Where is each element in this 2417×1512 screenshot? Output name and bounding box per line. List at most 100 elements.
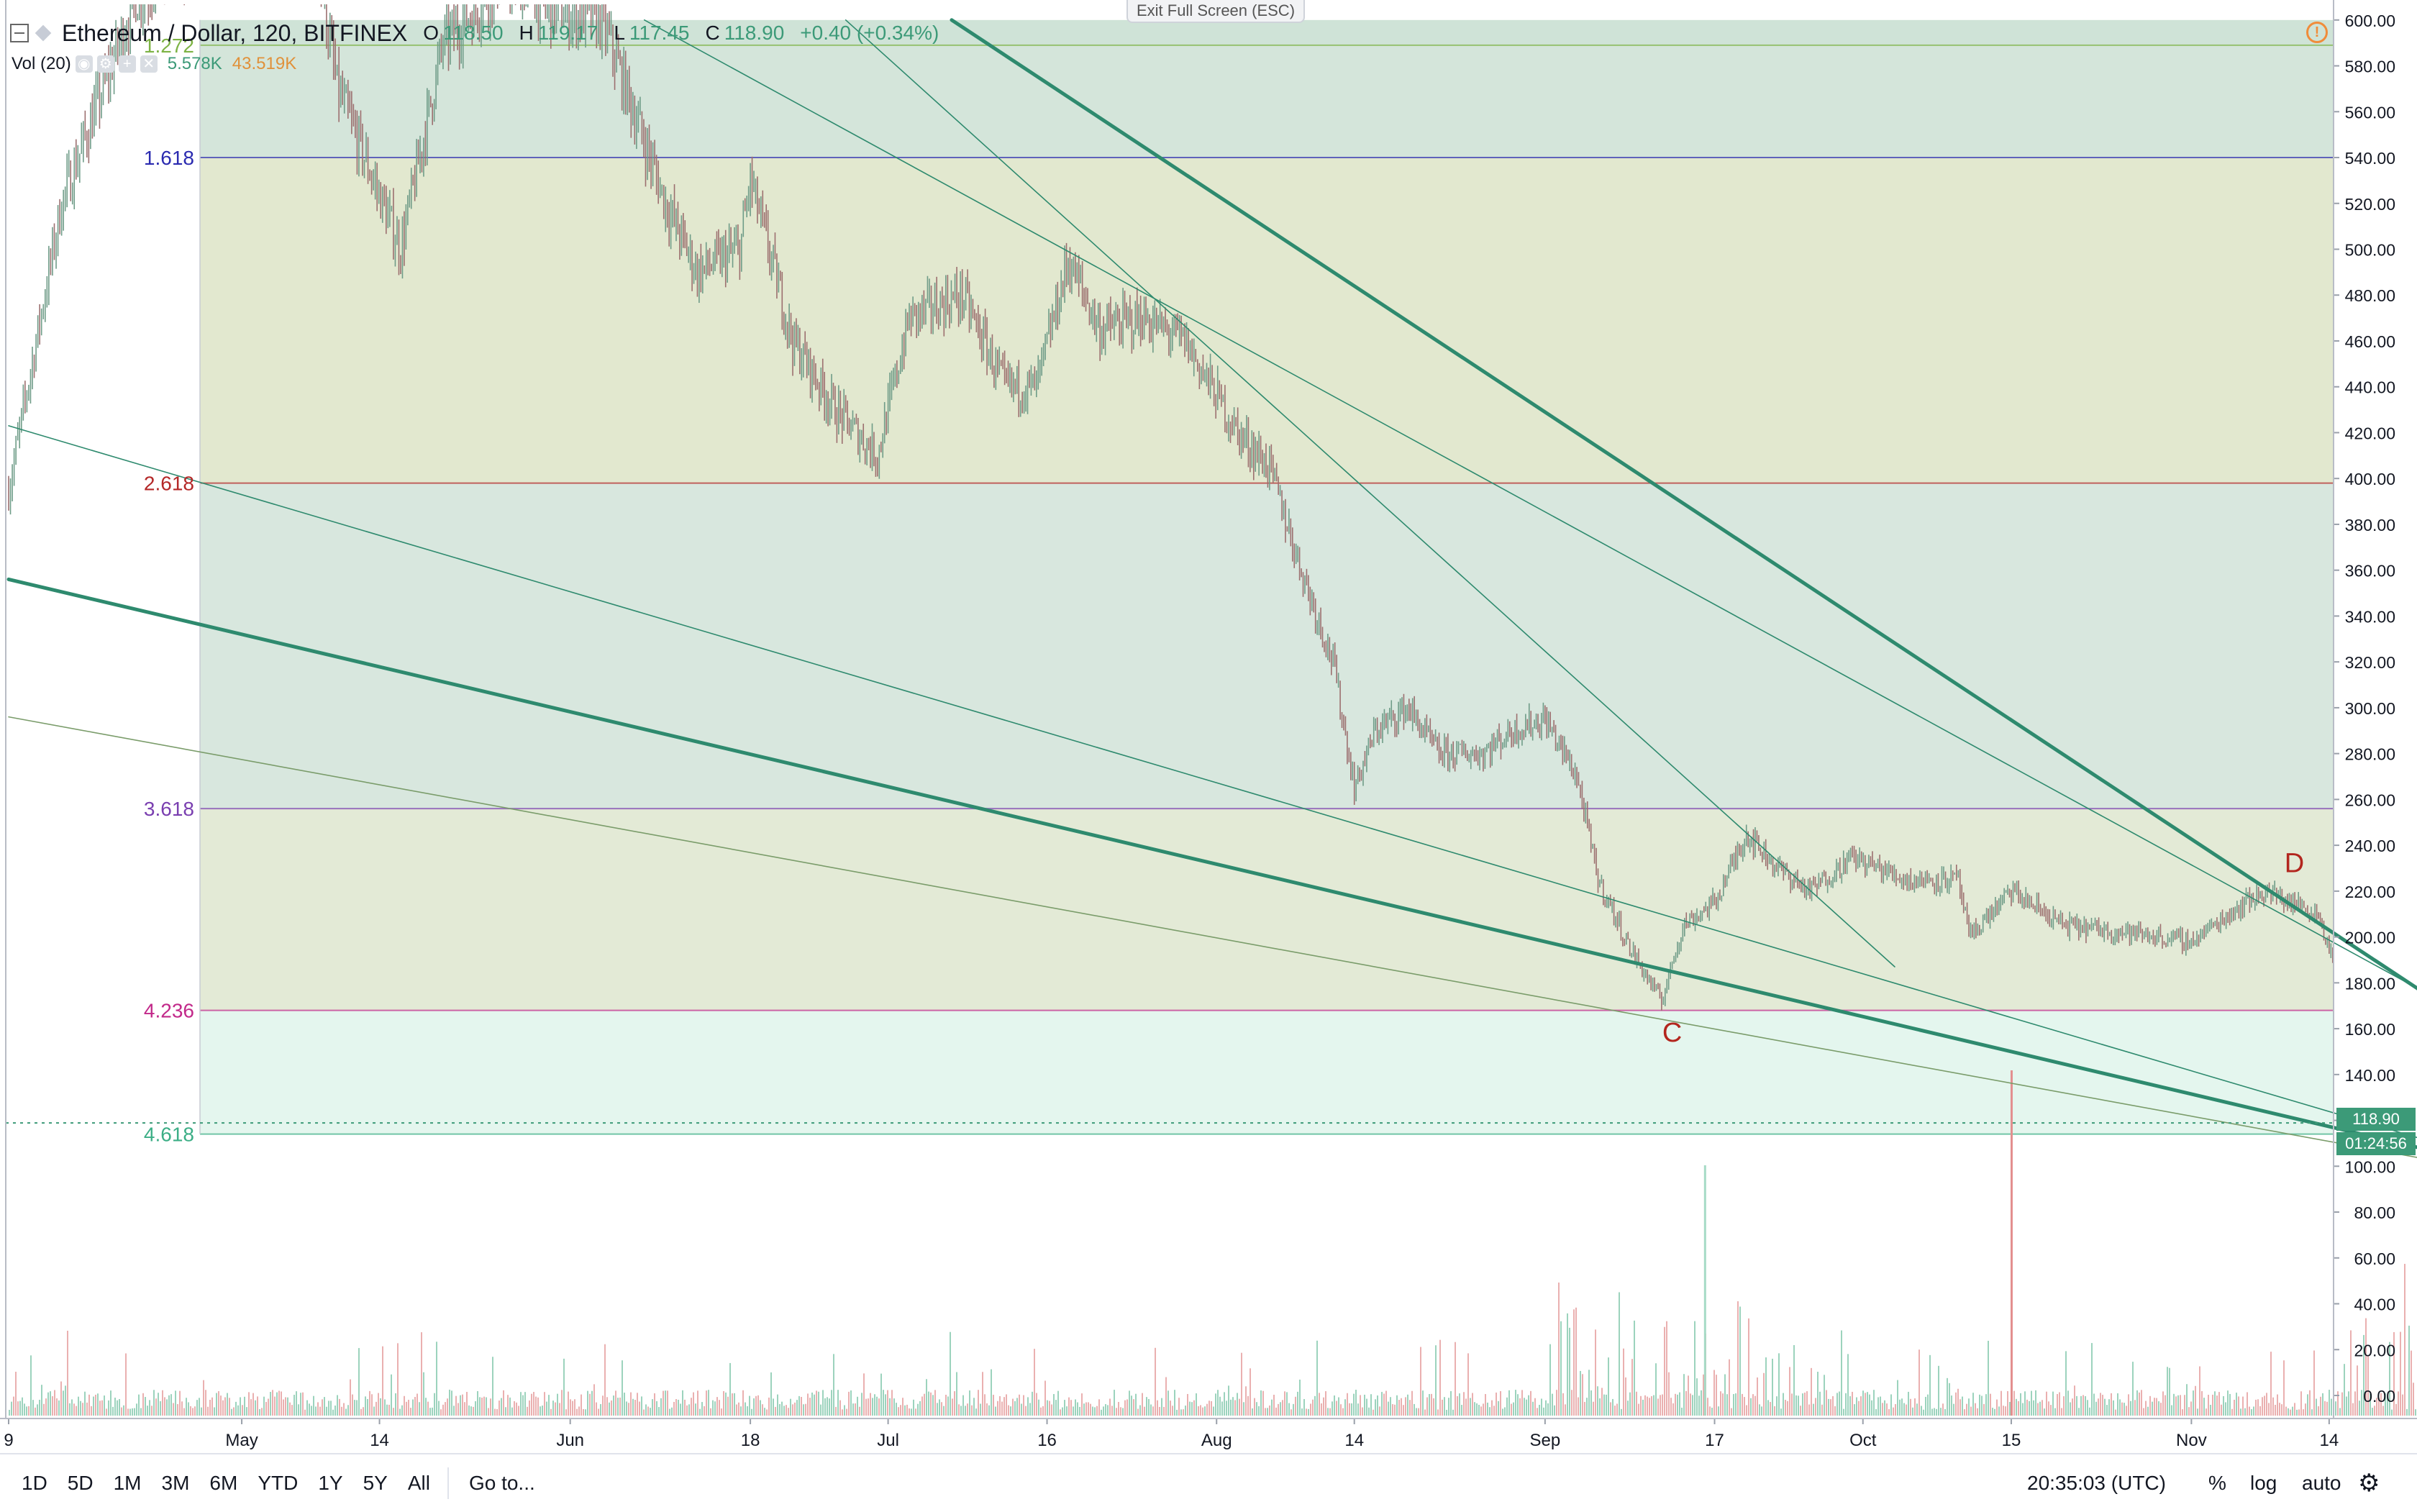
volume-bar <box>117 1400 118 1416</box>
volume-bar <box>947 1396 949 1416</box>
goto-date-button[interactable]: Go to... <box>468 1472 535 1494</box>
volume-bar <box>540 1406 541 1416</box>
volume-bar <box>2171 1405 2172 1416</box>
auto-scale-toggle[interactable]: auto <box>2302 1472 2341 1494</box>
volume-bar <box>928 1391 929 1416</box>
volume-bar <box>1312 1399 1314 1416</box>
volume-bar <box>231 1408 232 1416</box>
volume-bar <box>1383 1393 1385 1416</box>
volume-bar <box>788 1408 789 1416</box>
log-scale-toggle[interactable]: log <box>2250 1472 2277 1494</box>
price-tick-label: 300.00 <box>2345 699 2395 718</box>
volume-bar <box>1019 1394 1020 1416</box>
exit-fullscreen-button[interactable]: Exit Full Screen (ESC) <box>1126 0 1305 23</box>
price-tick-label: 320.00 <box>2345 653 2395 672</box>
volume-bar <box>2095 1401 2097 1416</box>
volume-bar <box>298 1404 299 1416</box>
percent-scale-toggle[interactable]: % <box>2208 1472 2226 1494</box>
volume-bar <box>1055 1400 1057 1416</box>
volume-bar <box>291 1405 293 1416</box>
volume-bar <box>1765 1357 1767 1416</box>
timeframe-3m[interactable]: 3M <box>161 1472 190 1494</box>
timeframe-1d[interactable]: 1D <box>22 1472 47 1494</box>
timeframe-5d[interactable]: 5D <box>67 1472 94 1494</box>
volume-bar <box>559 1403 560 1416</box>
volume-bar <box>345 1408 347 1416</box>
settings-small-icon[interactable]: ⚙ <box>96 55 114 73</box>
volume-bar <box>220 1395 222 1416</box>
volume-bar <box>2212 1394 2213 1416</box>
fib-level-label: 3.618 <box>144 798 194 820</box>
volume-bar <box>1271 1399 1273 1416</box>
collapse-pane-icon[interactable] <box>10 24 29 42</box>
time-tick-label: May <box>225 1431 258 1450</box>
volume-bar <box>1541 1398 1542 1416</box>
volume-bar <box>386 1404 388 1416</box>
timeframe-1m[interactable]: 1M <box>113 1472 142 1494</box>
volume-bar <box>1949 1383 1950 1416</box>
volume-bar <box>2167 1367 2168 1416</box>
trendline-lower-thin-1[interactable] <box>8 425 2417 1162</box>
more-icon[interactable]: + <box>118 55 136 73</box>
volume-bar <box>2180 1395 2181 1416</box>
price-tick-label: 60.00 <box>2354 1249 2395 1268</box>
volume-bar <box>1524 1398 1525 1416</box>
volume-bar <box>1664 1326 1665 1416</box>
volume-bar <box>255 1400 256 1416</box>
volume-bar <box>773 1398 774 1416</box>
symbol-title[interactable]: Ethereum / Dollar, 120, BITFINEX <box>62 19 408 46</box>
volume-bar <box>1567 1313 1568 1416</box>
volume-bar <box>1515 1390 1516 1416</box>
volume-bar <box>1806 1391 1808 1416</box>
volume-bar <box>358 1348 360 1416</box>
volume-bar <box>669 1408 670 1416</box>
volume-bar <box>11 1401 12 1416</box>
volume-bar <box>1336 1401 1337 1416</box>
volume-bar <box>1176 1409 1178 1416</box>
volume-bar <box>140 1408 142 1416</box>
volume-bar <box>2415 1409 2416 1416</box>
volume-bar <box>1528 1395 1529 1416</box>
timeframe-1y[interactable]: 1Y <box>318 1472 343 1494</box>
volume-bar <box>1847 1354 1849 1416</box>
timeframe-ytd[interactable]: YTD <box>258 1472 299 1494</box>
volume-bar <box>2165 1395 2166 1416</box>
timeframe-6m[interactable]: 6M <box>209 1472 238 1494</box>
volume-bar <box>63 1390 64 1416</box>
volume-bar <box>807 1393 809 1416</box>
volume-bar <box>2087 1400 2088 1416</box>
volume-bar <box>350 1379 351 1416</box>
volume-bar <box>468 1405 470 1416</box>
volume-bar <box>324 1397 325 1416</box>
volume-bar <box>2244 1408 2246 1416</box>
volume-bar <box>1057 1390 1059 1416</box>
volume-bar <box>1437 1409 1439 1416</box>
volume-bar <box>1666 1321 1667 1416</box>
timeframe-5y[interactable]: 5Y <box>363 1472 388 1494</box>
volume-bar <box>73 1403 75 1416</box>
volume-bar <box>93 1396 94 1416</box>
volume-bar <box>2309 1390 2311 1416</box>
warning-icon[interactable]: ! <box>2306 22 2328 43</box>
volume-bar <box>237 1405 239 1416</box>
volume-bar <box>1867 1392 1868 1416</box>
volume-label[interactable]: Vol (20) <box>12 54 71 73</box>
trendline-steep-thin[interactable] <box>845 19 1895 967</box>
volume-bar <box>652 1399 653 1416</box>
utc-clock[interactable]: 20:35:03 (UTC) <box>2027 1472 2166 1494</box>
volume-bar <box>214 1407 215 1416</box>
price-tick-label: 180.00 <box>2345 974 2395 993</box>
volume-bar <box>1772 1358 1773 1416</box>
close-label: C <box>705 22 720 44</box>
remove-icon[interactable]: ✕ <box>140 55 158 73</box>
trendline-upper-thin[interactable] <box>643 19 2417 1212</box>
timeframe-all[interactable]: All <box>407 1472 430 1494</box>
trendline-upper-thick[interactable] <box>950 18 2417 1189</box>
eye-icon[interactable]: ◉ <box>75 55 93 73</box>
volume-bar <box>829 1398 830 1416</box>
volume-bar <box>969 1390 970 1416</box>
volume-bar <box>1918 1349 1920 1416</box>
gear-icon[interactable]: ⚙ <box>2358 1470 2380 1497</box>
trendline-lower-thin-2[interactable] <box>8 716 2417 1169</box>
